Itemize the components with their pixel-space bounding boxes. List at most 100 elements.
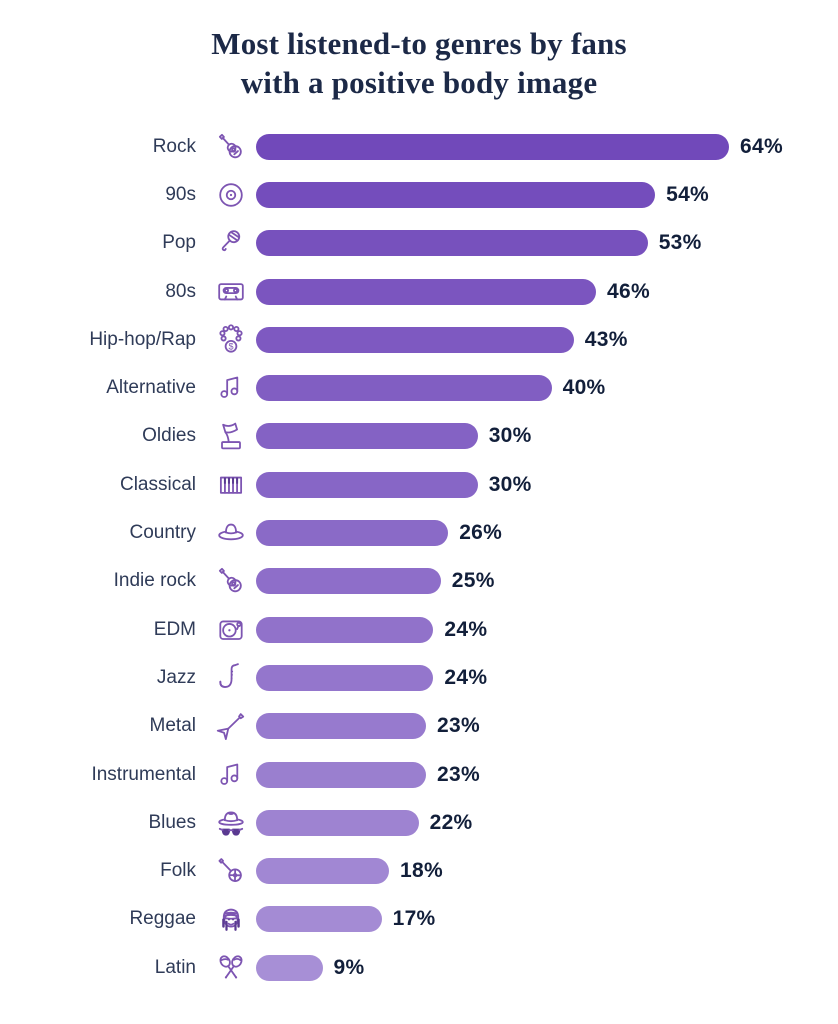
value-label: 24% xyxy=(444,617,488,641)
chart-row: Country 26% xyxy=(0,509,838,557)
value-label: 23% xyxy=(437,714,480,738)
chart-row: Indie rock 25% xyxy=(0,557,838,605)
cd-icon xyxy=(206,176,256,214)
genre-label: EDM xyxy=(153,618,196,640)
bar-track: 25% xyxy=(256,568,838,595)
value-label: 54% xyxy=(666,182,710,206)
bar-track: 23% xyxy=(256,713,838,740)
genre-label: Instrumental xyxy=(91,763,196,785)
bar-track: 53% xyxy=(256,230,838,257)
bar xyxy=(256,664,434,691)
genre-label: Pop xyxy=(162,232,196,254)
bar xyxy=(256,423,478,450)
bar xyxy=(256,230,648,257)
genre-label: Metal xyxy=(149,715,196,737)
svg-text:$: $ xyxy=(228,341,233,351)
bar xyxy=(256,471,478,498)
value-label: 43% xyxy=(584,327,628,351)
bar xyxy=(256,954,323,981)
chart-row: 80s 46% xyxy=(0,267,838,315)
gramophone-icon xyxy=(206,417,256,455)
genre-label: Rock xyxy=(152,135,196,157)
cowboy-hat-icon xyxy=(206,514,256,552)
genre-label: Folk xyxy=(160,860,196,882)
bar-track: 18% xyxy=(256,858,838,885)
bar xyxy=(256,375,552,402)
bar-track: 24% xyxy=(256,616,838,643)
bar-track: 43% xyxy=(256,326,838,353)
bar xyxy=(256,906,382,933)
bar-track: 22% xyxy=(256,809,838,836)
value-label: 22% xyxy=(429,810,473,834)
value-label: 26% xyxy=(459,521,503,545)
value-label: 40% xyxy=(562,376,606,400)
value-label: 9% xyxy=(333,955,365,979)
microphone-icon xyxy=(206,224,256,262)
chart-row: 90s 54% xyxy=(0,171,838,219)
bar-track: 24% xyxy=(256,664,838,691)
value-label: 30% xyxy=(488,472,532,496)
chart-row: Oldies 30% xyxy=(0,412,838,460)
chart-row: Blues 22% xyxy=(0,799,838,847)
genre-label: Jazz xyxy=(156,666,196,688)
bar xyxy=(256,278,596,305)
music-notes-icon xyxy=(206,369,256,407)
genre-label: Hip-hop/Rap xyxy=(89,328,196,350)
bar-track: 40% xyxy=(256,375,838,402)
piano-icon xyxy=(206,466,256,504)
genre-label: Country xyxy=(129,522,196,544)
bar-track: 30% xyxy=(256,471,838,498)
turntable-icon xyxy=(206,611,256,649)
bar-track: 64% xyxy=(256,133,838,160)
chart-row: Pop 53% xyxy=(0,219,838,267)
page-title-line1: Most listened-to genres by fans xyxy=(211,26,627,61)
value-label: 17% xyxy=(392,907,436,931)
bar-chart: Rock 64% 90s 54% Pop 53% xyxy=(0,123,838,992)
fedora-sunglasses-icon xyxy=(206,804,256,842)
bar-track: 17% xyxy=(256,906,838,933)
value-label: 46% xyxy=(607,279,650,303)
chart-row: Folk 18% xyxy=(0,847,838,895)
bar-track: 54% xyxy=(256,181,838,208)
acoustic-guitar-icon xyxy=(206,562,256,600)
saxophone-icon xyxy=(206,659,256,697)
chart-row: Alternative 40% xyxy=(0,364,838,412)
chain-dollar-icon: $ xyxy=(206,321,256,359)
bar xyxy=(256,568,441,595)
bar xyxy=(256,858,389,885)
chart-row: Classical 30% xyxy=(0,461,838,509)
bar xyxy=(256,713,426,740)
genre-label: Blues xyxy=(148,811,196,833)
value-label: 30% xyxy=(488,424,532,448)
maracas-icon xyxy=(206,949,256,987)
chart-row: Latin 9% xyxy=(0,944,838,992)
page-title: Most listened-to genres by fans with a p… xyxy=(0,0,838,103)
genre-label: Reggae xyxy=(129,908,196,930)
chart-row: Jazz 24% xyxy=(0,654,838,702)
genre-label: 80s xyxy=(165,280,196,302)
chart-row: Rock 64% xyxy=(0,123,838,171)
bar xyxy=(256,616,434,643)
music-notes-icon xyxy=(206,756,256,794)
genre-label: Alternative xyxy=(106,377,196,399)
genre-label: Latin xyxy=(154,956,196,978)
genre-label: Indie rock xyxy=(113,570,196,592)
bar-track: 46% xyxy=(256,278,838,305)
genre-label: Classical xyxy=(119,473,196,495)
cassette-icon xyxy=(206,273,256,311)
bar xyxy=(256,520,449,547)
rasta-icon xyxy=(206,900,256,938)
acoustic-guitar-icon xyxy=(206,128,256,166)
genre-label: Oldies xyxy=(142,425,196,447)
value-label: 23% xyxy=(437,762,480,786)
electric-guitar-icon xyxy=(206,707,256,745)
value-label: 53% xyxy=(658,231,702,255)
chart-row: Reggae 17% xyxy=(0,895,838,943)
bar xyxy=(256,809,419,836)
genre-label: 90s xyxy=(165,183,196,205)
bar-track: 26% xyxy=(256,520,838,547)
value-label: 24% xyxy=(444,665,488,689)
bar xyxy=(256,181,656,208)
value-label: 64% xyxy=(740,134,783,158)
chart-row: Hip-hop/Rap $ 43% xyxy=(0,316,838,364)
